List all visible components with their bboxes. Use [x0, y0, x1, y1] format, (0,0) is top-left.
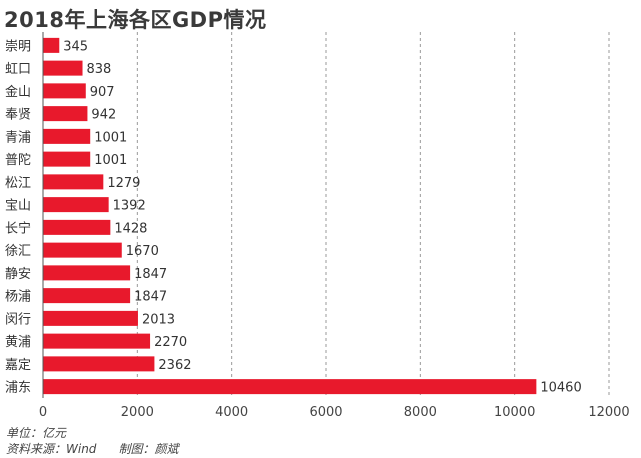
x-tick-label: 2000	[121, 405, 154, 420]
bar	[43, 151, 91, 167]
bar	[43, 379, 537, 395]
bar	[43, 174, 104, 190]
value-label: 1001	[94, 130, 127, 145]
source-note: 资料来源：Wind 制图：颜斌	[6, 440, 178, 457]
category-label: 嘉定	[5, 358, 31, 373]
category-label: 浦东	[5, 381, 31, 396]
x-tick-label: 6000	[309, 405, 342, 420]
category-label: 长宁	[5, 220, 31, 236]
bar	[43, 333, 151, 349]
value-label: 907	[90, 85, 115, 100]
bar	[43, 219, 111, 235]
value-label: 2270	[154, 335, 187, 350]
category-label: 杨浦	[5, 290, 31, 305]
bars	[43, 37, 537, 395]
category-label: 徐汇	[5, 244, 31, 259]
bar	[43, 128, 91, 144]
x-tick-label: 8000	[404, 405, 437, 420]
unit-note: 单位：亿元	[6, 426, 67, 440]
value-label: 838	[87, 62, 112, 77]
value-label: 1392	[113, 199, 146, 214]
bar-chart: 0 2000 4000 6000 8000 10000 12000 崇明 345 虹口 838 金山 9…	[5, 32, 630, 420]
category-label: 普陀	[5, 152, 31, 168]
category-label: 奉贤	[5, 108, 31, 123]
category-label: 金山	[5, 84, 31, 100]
value-label: 2362	[158, 358, 191, 373]
category-label: 崇明	[5, 39, 31, 54]
bar	[43, 60, 83, 76]
grid-lines	[136, 32, 610, 398]
bar	[43, 265, 131, 281]
value-label: 1847	[134, 290, 167, 305]
value-label: 1670	[126, 244, 159, 259]
source-text: 资料来源：Wind	[6, 442, 97, 456]
author-text: 制图：颜斌	[118, 442, 179, 456]
value-label: 1428	[114, 221, 147, 236]
category-label: 静安	[5, 267, 31, 282]
x-tick-label: 10000	[494, 405, 535, 420]
x-tick-label: 0	[39, 405, 47, 420]
bar	[43, 242, 122, 258]
chart-title: 2018年上海各区GDP情况	[4, 8, 267, 32]
bar	[43, 197, 109, 213]
value-label: 345	[63, 39, 88, 54]
bar	[43, 310, 138, 326]
x-tick-label: 4000	[215, 405, 248, 420]
bar	[43, 106, 88, 122]
value-label: 1279	[107, 176, 140, 191]
category-label: 松江	[5, 176, 31, 191]
value-label: 1001	[94, 153, 127, 168]
bar	[43, 83, 86, 99]
axes: 0 2000 4000 6000 8000 10000 12000 崇明 345 虹口 838 金山 9…	[5, 32, 630, 420]
category-label: 闵行	[5, 312, 31, 327]
value-label: 942	[91, 108, 116, 123]
x-tick-label: 12000	[588, 405, 629, 420]
value-label: 1847	[134, 267, 167, 282]
category-label: 宝山	[5, 199, 31, 214]
bar	[43, 356, 155, 372]
bar	[43, 37, 60, 53]
category-label: 虹口	[5, 62, 31, 77]
bar	[43, 288, 131, 304]
category-label: 青浦	[5, 130, 31, 145]
value-label: 10460	[540, 381, 581, 396]
value-label: 2013	[142, 312, 175, 327]
category-label: 黄浦	[5, 335, 31, 350]
